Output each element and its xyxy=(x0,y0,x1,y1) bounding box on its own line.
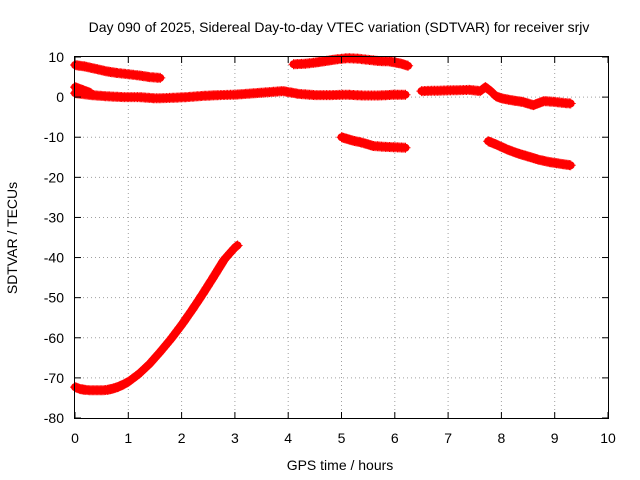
chart-title: Day 090 of 2025, Sidereal Day-to-day VTE… xyxy=(89,19,590,35)
series-arc-6 xyxy=(336,132,411,153)
x-tick-label: 9 xyxy=(551,430,559,446)
series-plus-markers xyxy=(70,60,166,83)
y-tick-label: -50 xyxy=(44,290,64,306)
series-plus-markers xyxy=(416,82,576,111)
x-tick-label: 6 xyxy=(391,430,399,446)
y-tick-label: 10 xyxy=(48,49,64,65)
series-plus-markers xyxy=(336,132,411,153)
y-tick-label: -70 xyxy=(44,370,64,386)
x-axis-label: GPS time / hours xyxy=(287,457,394,473)
series-arc-1 xyxy=(70,60,166,83)
series-arc-4 xyxy=(70,240,243,396)
series-plus-markers xyxy=(483,136,576,171)
series-arc-8 xyxy=(483,136,576,171)
y-tick-label: 0 xyxy=(56,89,64,105)
x-tick-label: 5 xyxy=(338,430,346,446)
series-arc-7 xyxy=(416,82,576,111)
x-tick-label: 10 xyxy=(600,430,616,446)
x-tick-label: 3 xyxy=(231,430,239,446)
y-tick-label: -60 xyxy=(44,330,64,346)
y-tick-label: -40 xyxy=(44,250,64,266)
x-tick-label: 1 xyxy=(124,430,132,446)
series-arc-3 xyxy=(70,86,411,104)
series-plus-markers xyxy=(70,240,243,396)
series-band xyxy=(71,241,242,395)
x-tick-label: 7 xyxy=(444,430,452,446)
series-arc-5 xyxy=(288,53,414,71)
x-tick-label: 2 xyxy=(178,430,186,446)
plot-frame xyxy=(74,56,609,419)
grid-layer xyxy=(75,57,608,418)
y-tick-label: -20 xyxy=(44,169,64,185)
y-axis-label: SDTVAR / TECUs xyxy=(4,182,20,294)
x-tick-label: 0 xyxy=(71,430,79,446)
tick-layer: 0 1 2 3 4 5 6 7 8 9 10 10 0 -10 -20 -30 -40 -50 -60 -70 -80 xyxy=(44,49,616,446)
series-plus-markers xyxy=(288,53,414,71)
series-layer xyxy=(70,53,576,396)
x-tick-label: 4 xyxy=(284,430,292,446)
x-tick-label: 8 xyxy=(498,430,506,446)
y-tick-label: -30 xyxy=(44,209,64,225)
y-tick-label: -80 xyxy=(44,410,64,426)
y-tick-label: -10 xyxy=(44,129,64,145)
